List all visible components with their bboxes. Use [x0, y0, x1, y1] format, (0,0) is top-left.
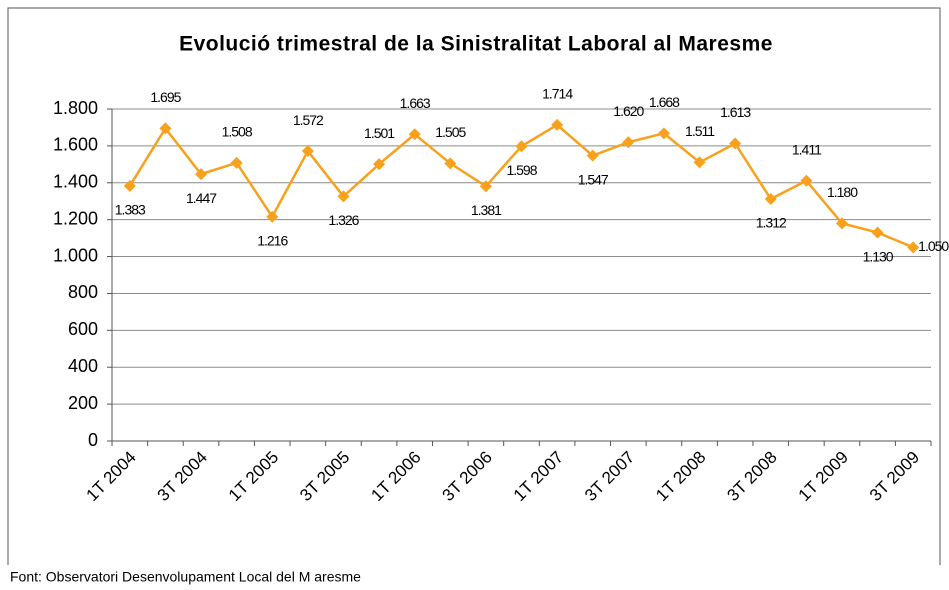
data-point: [230, 156, 243, 169]
data-label: 1.508: [222, 124, 253, 140]
data-label: 1.695: [150, 89, 181, 105]
data-label: 1.714: [542, 86, 573, 102]
chart-title: Evolució trimestral de la Sinistralitat …: [179, 33, 773, 56]
y-tick-label: 1.800: [53, 98, 98, 118]
data-label: 1.130: [863, 248, 894, 264]
data-point: [729, 137, 742, 150]
data-label: 1.668: [649, 94, 680, 110]
data-label: 1.216: [257, 232, 288, 248]
data-point: [622, 136, 635, 149]
data-point: [301, 145, 314, 158]
data-point: [764, 193, 777, 206]
data-label: 1.326: [328, 212, 359, 228]
data-point: [835, 217, 848, 230]
x-tick-label: 3T 2005: [296, 448, 353, 505]
data-point: [444, 157, 457, 170]
data-point: [266, 210, 279, 223]
y-tick-label: 1.200: [53, 208, 98, 228]
data-point: [373, 158, 386, 171]
y-tick-label: 600: [68, 319, 98, 339]
data-label: 1.411: [792, 141, 822, 157]
x-tick-label: 1T 2007: [510, 448, 567, 505]
data-point: [586, 149, 599, 162]
data-label: 1.501: [364, 125, 395, 141]
data-label: 1.381: [471, 202, 502, 218]
data-point: [551, 118, 564, 131]
data-point: [907, 241, 920, 254]
data-label: 1.511: [685, 123, 715, 139]
data-point: [195, 168, 208, 181]
x-tick-label: 1T 2004: [82, 448, 139, 505]
chart-border: [7, 7, 941, 565]
data-label: 1.613: [720, 104, 751, 120]
x-tick-label: 1T 2008: [652, 448, 709, 505]
x-tick-label: 1T 2005: [225, 448, 282, 505]
y-tick-label: 1.000: [53, 245, 98, 265]
x-tick-label: 3T 2008: [723, 448, 780, 505]
data-label: 1.663: [400, 95, 431, 111]
y-tick-label: 0: [88, 430, 98, 450]
data-label: 1.505: [435, 124, 466, 140]
data-point: [515, 140, 528, 153]
x-tick-label: 3T 2006: [439, 448, 496, 505]
data-point: [693, 156, 706, 169]
data-point: [159, 122, 172, 135]
y-tick-label: 1.400: [53, 172, 98, 192]
data-label: 1.620: [613, 103, 644, 119]
data-label: 1.572: [293, 112, 324, 128]
data-point: [479, 180, 492, 193]
data-label: 1.383: [115, 202, 146, 218]
y-tick-label: 1.600: [53, 135, 98, 155]
y-tick-label: 800: [68, 282, 98, 302]
data-label: 1.050: [918, 238, 949, 254]
data-point: [408, 128, 421, 141]
data-point: [871, 226, 884, 239]
x-tick-label: 3T 2004: [154, 448, 211, 505]
data-label: 1.547: [578, 171, 609, 187]
data-label: 1.180: [827, 184, 858, 200]
data-point: [800, 174, 813, 187]
source-note: Font: Observatori Desenvolupament Local …: [10, 569, 361, 585]
data-label: 1.312: [756, 215, 787, 231]
data-point: [337, 190, 350, 203]
x-tick-label: 3T 2009: [866, 448, 923, 505]
x-tick-label: 1T 2006: [367, 448, 424, 505]
x-tick-label: 3T 2007: [581, 448, 638, 505]
y-tick-label: 400: [68, 356, 98, 376]
data-point: [657, 127, 670, 140]
data-label: 1.447: [186, 190, 217, 206]
data-point: [123, 179, 136, 192]
y-tick-label: 200: [68, 393, 98, 413]
data-label: 1.598: [506, 162, 537, 178]
x-tick-label: 1T 2009: [795, 448, 852, 505]
